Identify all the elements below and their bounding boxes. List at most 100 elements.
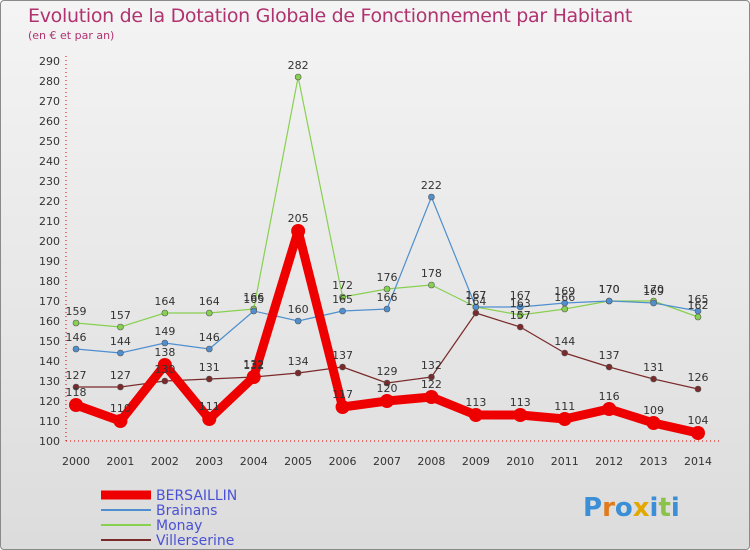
- data-point: [428, 373, 435, 381]
- data-label: 166: [243, 291, 264, 304]
- data-point: [205, 309, 213, 317]
- legend-label-monay: Monay: [156, 518, 202, 534]
- data-point: [694, 307, 702, 315]
- data-label: 164: [199, 295, 220, 308]
- data-point: [339, 307, 346, 315]
- x-tick-label: 2002: [151, 455, 179, 468]
- y-tick-label: 250: [39, 135, 60, 148]
- data-point: [383, 379, 391, 387]
- data-label: 170: [599, 283, 620, 296]
- data-label: 113: [510, 396, 531, 409]
- data-label: 113: [465, 396, 486, 409]
- x-tick-label: 2005: [284, 455, 312, 468]
- data-point: [294, 317, 302, 325]
- data-point: [691, 426, 705, 440]
- data-point: [339, 363, 346, 371]
- y-tick-label: 100: [39, 435, 60, 448]
- x-tick-label: 2009: [462, 455, 490, 468]
- data-label: 169: [554, 285, 575, 298]
- legend-label-villerserine: Villerserine: [156, 533, 234, 549]
- data-label: 159: [66, 305, 87, 318]
- data-point: [205, 375, 213, 383]
- data-label: 205: [288, 212, 309, 225]
- data-point: [117, 383, 124, 391]
- data-point: [72, 383, 80, 391]
- y-tick-label: 230: [39, 175, 60, 188]
- brand-letter: P: [583, 493, 602, 523]
- data-label: 166: [377, 291, 398, 304]
- data-point: [157, 358, 172, 372]
- data-label: 117: [332, 388, 353, 401]
- data-label: 165: [332, 293, 353, 306]
- data-point: [291, 224, 306, 238]
- data-point: [69, 398, 83, 412]
- data-point: [117, 323, 124, 331]
- axes: 100 110 120 130 140 150 160 170 180 190 200 210 220 2…: [39, 55, 720, 468]
- data-label: 164: [465, 295, 486, 308]
- data-label: 137: [599, 349, 620, 362]
- data-point: [472, 309, 480, 317]
- data-point: [383, 305, 391, 313]
- x-tick-label: 2012: [595, 455, 623, 468]
- x-tick-label: 2003: [195, 455, 223, 468]
- brand-logo-text: Proxiti: [583, 493, 680, 523]
- data-label: 167: [465, 289, 486, 302]
- data-label: 167: [510, 289, 531, 302]
- data-label: 132: [243, 359, 264, 372]
- data-label: 165: [243, 293, 264, 306]
- data-label: 130: [154, 363, 175, 376]
- data-point: [335, 400, 350, 414]
- x-tick-label: 2011: [551, 455, 579, 468]
- data-label: 127: [66, 369, 87, 382]
- data-label: 104: [688, 414, 709, 427]
- data-label: 138: [154, 346, 175, 359]
- y-tick-label: 120: [39, 395, 60, 408]
- data-label: 111: [554, 400, 575, 413]
- x-tick-label: 2001: [106, 455, 134, 468]
- data-point: [561, 349, 569, 357]
- y-tick-label: 170: [39, 295, 60, 308]
- data-point: [294, 369, 302, 377]
- y-tick-label: 280: [39, 75, 60, 88]
- data-label: 126: [688, 371, 709, 384]
- data-label: 132: [243, 358, 264, 371]
- data-point: [472, 303, 480, 311]
- data-point: [202, 412, 217, 426]
- data-point: [516, 323, 524, 331]
- data-label: 170: [643, 283, 664, 296]
- data-label: 127: [110, 369, 131, 382]
- data-point: [428, 281, 435, 289]
- data-labels: 127 127 130 131 132 134 137 129 132 164 157 144 137 1…: [66, 59, 709, 427]
- data-point: [561, 305, 569, 313]
- y-tick-label: 140: [39, 355, 60, 368]
- data-point: [113, 414, 128, 428]
- data-point: [380, 394, 394, 408]
- y-tick-label: 240: [39, 155, 60, 168]
- data-label: 122: [421, 378, 442, 391]
- data-point: [424, 390, 439, 404]
- data-label: 178: [421, 267, 442, 280]
- y-tick-label: 190: [39, 255, 60, 268]
- y-tick-label: 110: [39, 415, 60, 428]
- data-label: 169: [643, 285, 664, 298]
- x-tick-label: 2006: [329, 455, 357, 468]
- data-label: 137: [332, 349, 353, 362]
- data-point: [605, 363, 613, 371]
- data-point: [339, 293, 346, 301]
- data-point: [383, 285, 391, 293]
- y-tick-label: 200: [39, 235, 60, 248]
- data-point: [694, 385, 702, 393]
- data-point: [250, 307, 258, 315]
- series-layer: [69, 73, 705, 440]
- data-label: 157: [110, 309, 131, 322]
- brand-letter: x: [633, 493, 650, 523]
- data-point: [72, 345, 80, 353]
- data-label: 165: [688, 293, 709, 306]
- data-label: 162: [688, 299, 709, 312]
- data-point: [72, 319, 80, 327]
- y-tick-label: 290: [39, 55, 60, 68]
- data-point: [605, 297, 613, 305]
- y-tick-label: 180: [39, 275, 60, 288]
- y-tick-label: 270: [39, 95, 60, 108]
